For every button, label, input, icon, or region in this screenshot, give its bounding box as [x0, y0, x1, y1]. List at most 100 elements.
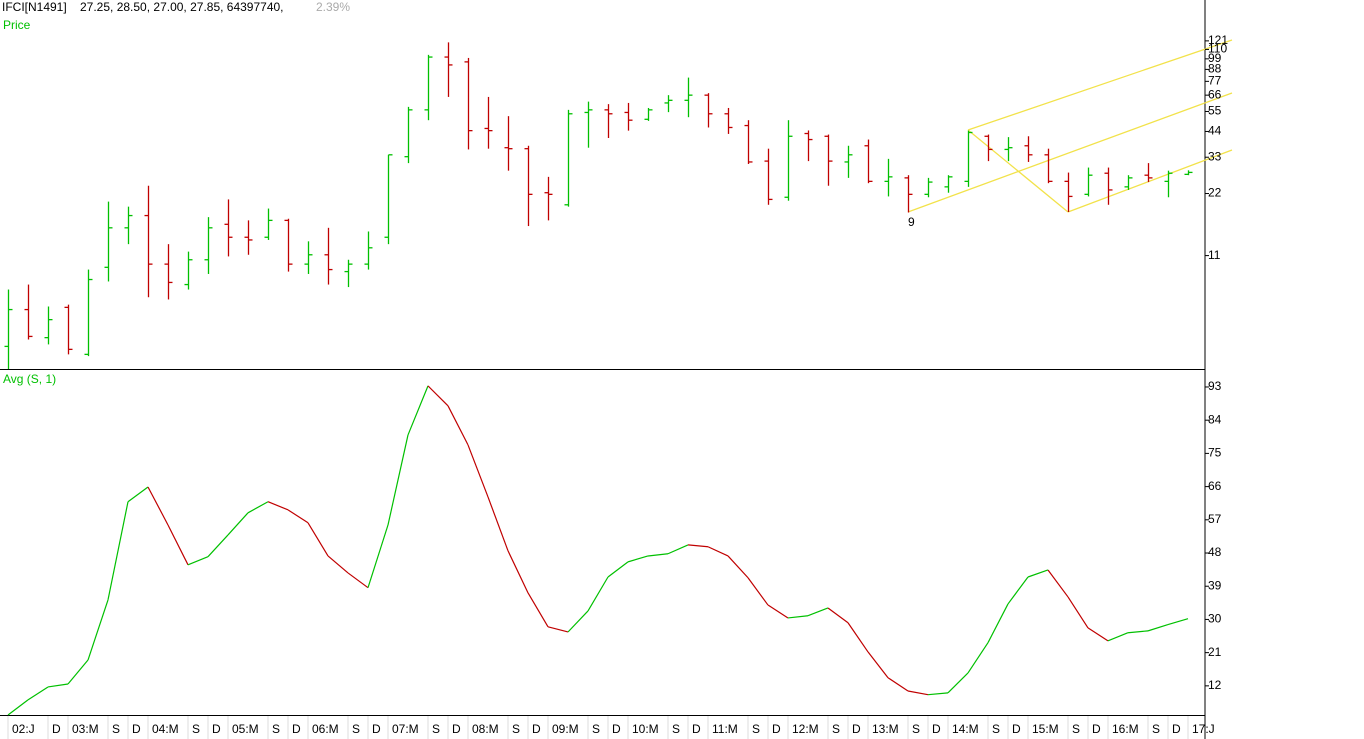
x-tick-label: 12:M [792, 722, 819, 736]
line-segment [807, 607, 829, 617]
change: 2.39% [316, 0, 350, 14]
line-segment [787, 615, 809, 619]
panel-label: Price [3, 18, 31, 32]
x-tick-label: D [52, 722, 61, 736]
line-segment [667, 544, 689, 555]
line-segment [527, 592, 549, 628]
y-tick-label: 77 [1208, 74, 1222, 88]
line-segment [47, 683, 69, 688]
x-tick-label: 17:J [1192, 722, 1215, 736]
x-tick-label: D [692, 722, 701, 736]
line-segment [887, 677, 909, 692]
line-segment [1167, 618, 1189, 626]
x-tick-label: D [372, 722, 381, 736]
x-tick-label: 14:M [952, 722, 979, 736]
line-segment [907, 690, 929, 696]
trend-line [1067, 149, 1233, 213]
line-segment [347, 572, 369, 589]
line-segment [227, 512, 249, 536]
line-segment [567, 610, 589, 633]
line-segment [607, 561, 629, 578]
trend-line [967, 129, 1069, 213]
y-tick-label: 84 [1208, 412, 1222, 426]
x-tick-label: 04:M [152, 722, 179, 736]
x-tick-label: S [912, 722, 920, 736]
line-segment [447, 405, 469, 446]
y-tick-label: 33 [1208, 149, 1222, 163]
y-tick-label: 57 [1208, 512, 1222, 526]
x-tick-label: S [192, 722, 200, 736]
line-segment [987, 603, 1009, 643]
line-segment [1007, 576, 1029, 605]
line-segment [587, 576, 609, 612]
x-tick-label: S [352, 722, 360, 736]
line-segment [547, 626, 569, 633]
quote: 27.25, 28.50, 27.00, 27.85, 64397740, [80, 0, 284, 14]
x-tick-label: D [452, 722, 461, 736]
y-tick-label: 88 [1208, 62, 1222, 76]
line-segment [107, 501, 129, 600]
y-tick-label: 30 [1208, 612, 1222, 626]
trend-line [967, 39, 1233, 131]
line-segment [327, 555, 349, 574]
line-segment [407, 385, 429, 436]
x-tick-label: D [1092, 722, 1101, 736]
y-tick-label: 22 [1208, 186, 1222, 200]
line-segment [927, 692, 949, 696]
x-tick-label: 16:M [1112, 722, 1139, 736]
x-tick-label: 08:M [472, 722, 499, 736]
x-tick-label: 11:M [712, 722, 738, 736]
y-tick-label: 55 [1208, 104, 1222, 118]
x-tick-label: S [752, 722, 760, 736]
line-segment [127, 486, 149, 503]
x-tick-label: D [1172, 722, 1181, 736]
line-segment [167, 524, 189, 566]
x-tick-label: S [1152, 722, 1160, 736]
line-segment [507, 550, 529, 594]
annotation: 9 [908, 215, 915, 229]
x-tick-label: S [112, 722, 120, 736]
line-segment [1107, 632, 1129, 642]
line-segment [847, 622, 869, 653]
y-tick-label: 99 [1208, 51, 1222, 65]
trend-channel [907, 39, 1233, 213]
chart-title: IFCI[N1491] [2, 0, 67, 14]
x-tick-label: 02:J [12, 722, 35, 736]
line-segment [27, 686, 49, 701]
x-tick-label: S [832, 722, 840, 736]
y-tick-label: 110 [1208, 42, 1227, 56]
y-tick-label: 11 [1208, 248, 1221, 262]
y-tick-label: 44 [1208, 124, 1222, 138]
line-segment [207, 534, 229, 558]
line-segment [1087, 627, 1109, 642]
y-tick-label: 12 [1208, 678, 1222, 692]
line-segment [307, 522, 329, 557]
x-tick-label: 15:M [1032, 722, 1059, 736]
x-tick-label: 06:M [312, 722, 339, 736]
x-tick-label: 03:M [72, 722, 99, 736]
x-tick-label: 10:M [632, 722, 659, 736]
x-tick-label: 13:M [872, 722, 899, 736]
line-segment [7, 699, 29, 716]
y-tick-label: 93 [1208, 379, 1222, 393]
x-tick-label: S [1072, 722, 1080, 736]
x-tick-label: S [512, 722, 520, 736]
line-segment [1047, 569, 1069, 598]
line-segment [707, 546, 729, 557]
x-tick-label: S [432, 722, 440, 736]
line-segment [467, 444, 489, 498]
y-tick-label: 66 [1208, 479, 1222, 493]
line-segment [627, 555, 649, 563]
line-segment [147, 486, 169, 526]
x-tick-label: D [132, 722, 141, 736]
trend-line [907, 92, 1233, 213]
x-tick-label: D [852, 722, 861, 736]
x-tick-label: 05:M [232, 722, 259, 736]
y-tick-label: 66 [1208, 87, 1222, 101]
line-segment [367, 524, 389, 588]
line-segment [1067, 596, 1089, 629]
y-tick-label: 75 [1208, 446, 1222, 460]
line-segment [1147, 624, 1169, 632]
line-segment [1127, 630, 1149, 634]
